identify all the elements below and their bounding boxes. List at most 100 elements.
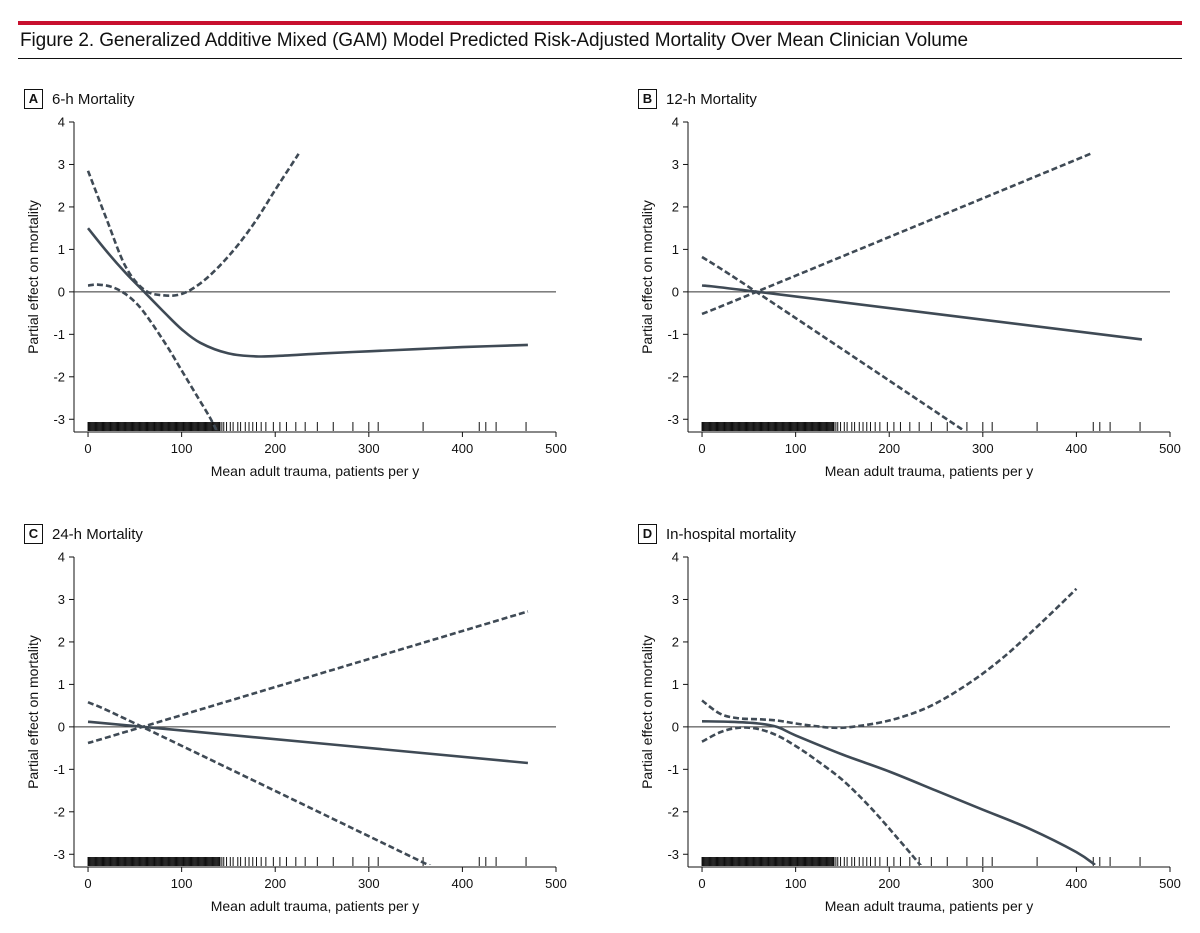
panel-c-title: 24-h Mortality	[52, 525, 143, 543]
rug-plot	[87, 857, 527, 866]
y-tick-label: 0	[58, 284, 65, 299]
y-tick-label: 4	[672, 115, 679, 130]
x-tick-label: 300	[358, 441, 380, 456]
y-tick-label: -3	[667, 412, 679, 427]
panel-c-chart: 4 3 2 1 0 -1 -2 -3 0 100 200 300 400 500 Mean adult tr…	[25, 550, 567, 915]
x-tick-label: 100	[785, 441, 807, 456]
x-tick-label: 0	[84, 876, 91, 891]
x-tick-label: 500	[545, 441, 567, 456]
x-axis-label: Mean adult trauma, patients per y	[825, 898, 1034, 914]
rug-plot	[701, 422, 1141, 431]
y-tick-label: 0	[672, 719, 679, 734]
panel-d-header: D In-hospital mortality	[638, 524, 796, 544]
y-tick-label: 2	[672, 634, 679, 649]
y-tick-label: 4	[58, 115, 65, 130]
y-tick-label: 3	[58, 157, 65, 172]
title-divider	[18, 58, 1182, 59]
y-tick-label: -2	[53, 369, 65, 384]
y-tick-label: -1	[53, 327, 65, 342]
x-axis-label: Mean adult trauma, patients per y	[211, 463, 420, 479]
y-tick-label: 1	[58, 242, 65, 257]
x-tick-label: 300	[972, 441, 994, 456]
y-axis-label: Partial effect on mortality	[639, 200, 655, 354]
y-tick-label: -2	[667, 804, 679, 819]
confidence-band-line-2	[701, 726, 923, 865]
y-tick-label: -2	[667, 369, 679, 384]
confidence-band-line-1	[701, 152, 1091, 316]
y-tick-label: -1	[667, 762, 679, 777]
x-tick-label: 200	[264, 441, 286, 456]
y-tick-label: 3	[672, 157, 679, 172]
panel-c-header: C 24-h Mortality	[24, 524, 143, 544]
estimate-line	[86, 227, 528, 358]
confidence-band-line-2	[87, 701, 432, 865]
x-tick-label: 300	[972, 876, 994, 891]
panel-a-header: A 6-h Mortality	[24, 89, 135, 109]
x-tick-label: 200	[878, 876, 900, 891]
estimate-line	[701, 284, 1143, 341]
x-tick-label: 400	[452, 876, 474, 891]
y-tick-label: -1	[53, 762, 65, 777]
confidence-band-line-1	[701, 587, 1078, 730]
y-axis-label: Partial effect on mortality	[639, 635, 655, 789]
confidence-band-line-1	[86, 153, 300, 298]
y-tick-label: -1	[667, 327, 679, 342]
panel-b-chart: 4 3 2 1 0 -1 -2 -3 0 100 200 300 400 500 Mean adult tr…	[639, 115, 1181, 480]
confidence-band-line-2	[701, 255, 966, 430]
y-axis-label: Partial effect on mortality	[25, 635, 41, 789]
x-tick-label: 0	[84, 441, 91, 456]
y-tick-label: -3	[53, 412, 65, 427]
rug-plot	[87, 422, 527, 431]
x-tick-label: 500	[1159, 876, 1181, 891]
y-tick-label: 3	[672, 592, 679, 607]
x-tick-label: 200	[878, 441, 900, 456]
y-tick-label: 1	[672, 677, 679, 692]
y-tick-label: 1	[672, 242, 679, 257]
y-tick-label: 3	[58, 592, 65, 607]
x-tick-label: 400	[452, 441, 474, 456]
y-tick-label: 2	[58, 634, 65, 649]
panel-a: A 6-h Mortality 4 3 2 1 0 -1 -2 -3 0 100 200 300 400…	[16, 68, 606, 498]
y-tick-label: 1	[58, 677, 65, 692]
x-tick-label: 500	[1159, 441, 1181, 456]
x-tick-label: 100	[785, 876, 807, 891]
panel-b-letter: B	[638, 89, 657, 109]
y-tick-label: -3	[667, 847, 679, 862]
x-tick-label: 500	[545, 876, 567, 891]
panel-d: D In-hospital mortality 4 3 2 1 0 -1 -2 -3 0 100 2…	[630, 503, 1200, 933]
panel-c: C 24-h Mortality 4 3 2 1 0 -1 -2 -3 0 100 200 300 40…	[16, 503, 606, 933]
panel-b-title: 12-h Mortality	[666, 90, 757, 108]
estimate-line	[87, 720, 529, 765]
x-axis-label: Mean adult trauma, patients per y	[825, 463, 1034, 479]
panel-b: B 12-h Mortality 4 3 2 1 0 -1 -2 -3 0 100 200 300 40…	[630, 68, 1200, 498]
rug-plot	[701, 857, 1141, 866]
figure-title: Figure 2. Generalized Additive Mixed (GA…	[20, 30, 968, 51]
panel-d-title: In-hospital mortality	[666, 525, 797, 543]
confidence-band-line-1	[87, 610, 529, 745]
x-tick-label: 0	[698, 876, 705, 891]
confidence-band-line-2	[87, 283, 218, 430]
y-tick-label: 2	[672, 199, 679, 214]
estimate-line	[701, 720, 1096, 865]
y-tick-label: 2	[58, 199, 65, 214]
x-tick-label: 300	[358, 876, 380, 891]
y-tick-label: -3	[53, 847, 65, 862]
panel-a-chart: 4 3 2 1 0 -1 -2 -3 0 100 200 300 400 500 Mean adult tr…	[25, 115, 567, 480]
panel-b-header: B 12-h Mortality	[638, 89, 757, 109]
y-axis-label: Partial effect on mortality	[25, 200, 41, 354]
top-accent-rule	[18, 21, 1182, 25]
x-tick-label: 100	[171, 441, 193, 456]
panel-a-title: 6-h Mortality	[52, 90, 135, 108]
x-tick-label: 0	[698, 441, 705, 456]
panel-c-letter: C	[24, 524, 43, 544]
panel-a-letter: A	[24, 89, 43, 109]
y-tick-label: 4	[672, 550, 679, 565]
y-tick-label: 0	[672, 284, 679, 299]
panel-d-chart: 4 3 2 1 0 -1 -2 -3 0 100 200 300 400 500 Mean adult tr…	[639, 550, 1181, 915]
panel-d-letter: D	[638, 524, 657, 544]
x-axis-label: Mean adult trauma, patients per y	[211, 898, 420, 914]
x-tick-label: 400	[1066, 441, 1088, 456]
x-tick-label: 100	[171, 876, 193, 891]
y-tick-label: 4	[58, 550, 65, 565]
x-tick-label: 200	[264, 876, 286, 891]
